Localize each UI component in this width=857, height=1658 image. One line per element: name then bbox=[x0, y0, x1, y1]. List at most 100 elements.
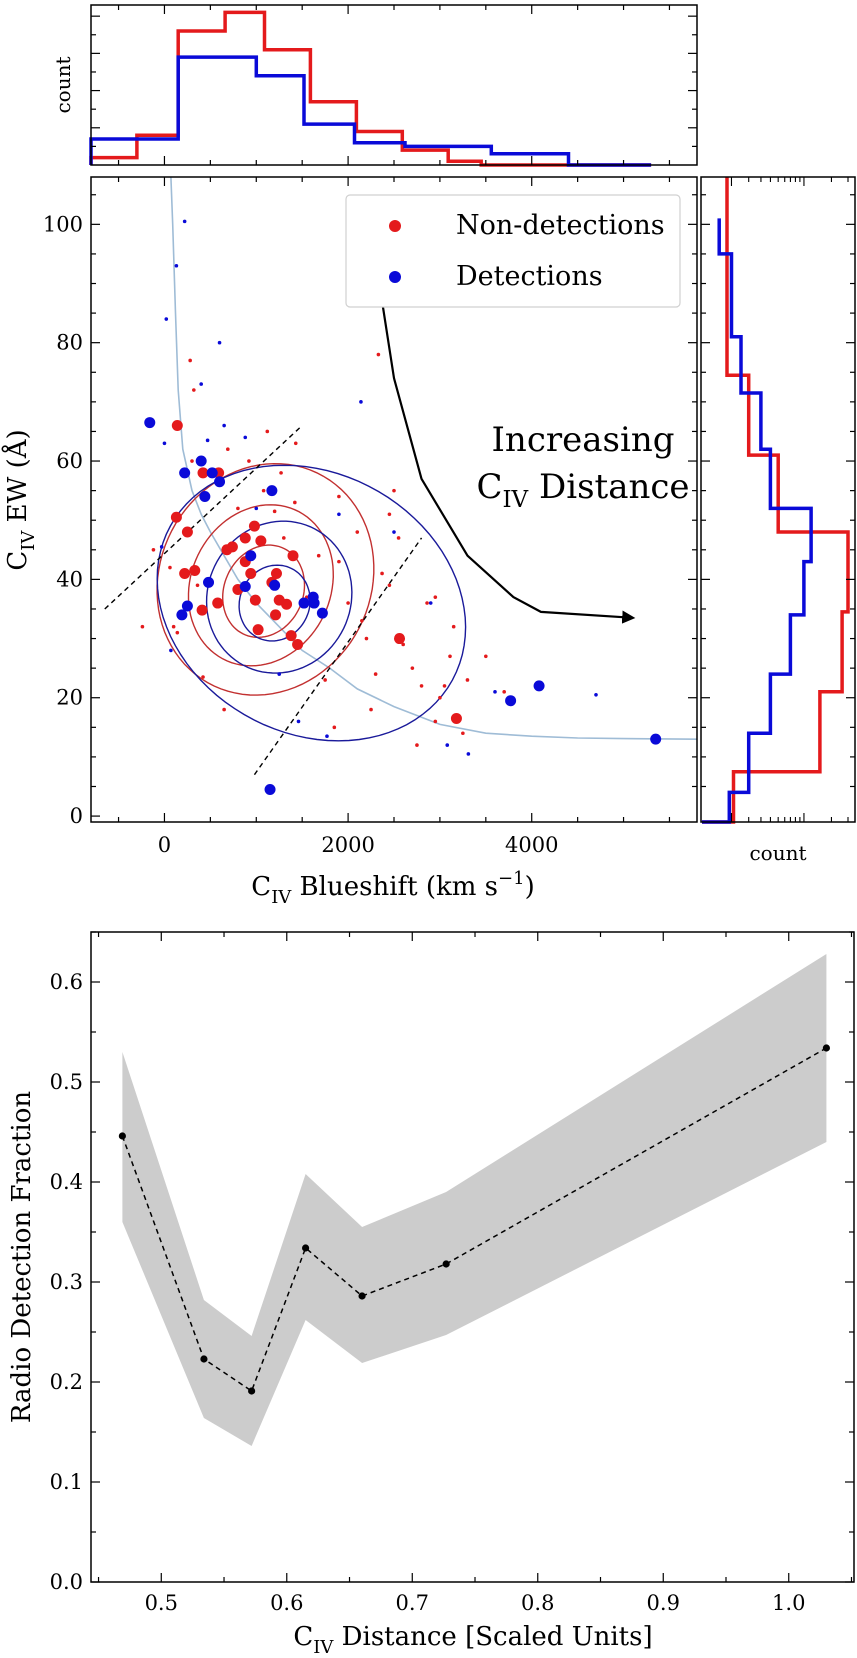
fraction-xtick-label: 0.7 bbox=[396, 1591, 429, 1615]
non-detection-point bbox=[181, 526, 193, 538]
non-detection-point-small bbox=[282, 536, 286, 540]
top-histogram-ylabel: count bbox=[51, 56, 75, 113]
contour-non-detections bbox=[156, 462, 375, 696]
scatter-ytick-label: 100 bbox=[43, 212, 83, 236]
fraction-panel: 0.5 0.6 0.7 0.8 0.9 1.00.00.10.20.30.40.50.6 … bbox=[7, 931, 855, 1658]
non-detection-point bbox=[197, 467, 209, 479]
contour-non-detections bbox=[221, 544, 306, 638]
non-detection-point-small bbox=[151, 547, 156, 552]
detection-point bbox=[203, 576, 215, 588]
non-detection-point-small bbox=[369, 707, 373, 712]
non-detection-point-small bbox=[190, 459, 194, 463]
right-histogram-non-detections bbox=[702, 177, 850, 824]
non-detection-point bbox=[189, 565, 201, 577]
top-histogram-non-detections bbox=[89, 10, 652, 167]
detection-point-small bbox=[217, 340, 222, 345]
fraction-point bbox=[200, 1355, 208, 1363]
detection-point bbox=[316, 607, 328, 619]
scatter-ytick-label: 40 bbox=[56, 567, 83, 591]
scatter-tick-labels: 0 2000 4000 0 20 40 60 80 100 bbox=[43, 212, 559, 857]
non-detection-point-small bbox=[433, 595, 438, 599]
non-detection-point bbox=[170, 511, 182, 523]
contour-detections bbox=[156, 464, 467, 742]
non-detection-point bbox=[273, 594, 285, 606]
legend-marker-detections bbox=[389, 271, 401, 283]
non-detection-point-small bbox=[188, 358, 192, 363]
non-detection-point-small bbox=[222, 707, 226, 712]
non-detection-point-small bbox=[364, 636, 369, 641]
non-detection-point bbox=[255, 535, 267, 547]
detection-points bbox=[144, 219, 662, 795]
non-detection-point bbox=[248, 520, 260, 532]
scatter-panel: 0 2000 4000 0 20 40 60 80 100 Non-detections Det… bbox=[1, 176, 698, 908]
non-detection-point-small bbox=[247, 459, 251, 463]
scatter-xtick-label: 2000 bbox=[321, 833, 374, 857]
scatter-ytick-label: 20 bbox=[56, 686, 83, 710]
annotation-line2: CIV Distance bbox=[476, 467, 689, 513]
fraction-ytick-label: 0.1 bbox=[50, 1470, 83, 1494]
detection-point-small bbox=[169, 648, 173, 653]
detection-point bbox=[179, 467, 191, 479]
fraction-ytick-label: 0.3 bbox=[50, 1270, 83, 1294]
legend-marker-non-detections bbox=[389, 220, 401, 232]
detection-point-small bbox=[277, 672, 282, 676]
non-detection-point-small bbox=[293, 500, 297, 505]
right-histogram-xlabel: count bbox=[749, 841, 806, 865]
fraction-point bbox=[358, 1292, 366, 1300]
non-detection-point bbox=[292, 638, 304, 650]
scatter-xtick-label: 0 bbox=[158, 833, 171, 857]
non-detection-point bbox=[252, 624, 264, 636]
fraction-ytick-label: 0.0 bbox=[50, 1570, 83, 1594]
detection-point-small bbox=[164, 317, 169, 321]
detection-point-small bbox=[159, 545, 164, 549]
non-detection-point-small bbox=[332, 725, 337, 730]
non-detection-point-small bbox=[261, 488, 266, 493]
non-detection-point bbox=[285, 630, 297, 642]
top-histogram-panel: count bbox=[51, 4, 698, 167]
non-detection-point-small bbox=[415, 743, 419, 747]
non-detection-point bbox=[179, 567, 191, 579]
scatter-ytick-label: 60 bbox=[56, 449, 83, 473]
legend-label-detections: Detections bbox=[456, 261, 603, 292]
detection-point bbox=[269, 579, 281, 591]
non-detection-point bbox=[270, 567, 282, 579]
fraction-ytick-label: 0.4 bbox=[50, 1170, 83, 1194]
detection-point-small bbox=[337, 512, 341, 517]
non-detection-point bbox=[249, 594, 261, 606]
fraction-ytick-label: 0.5 bbox=[50, 1070, 83, 1094]
non-detection-point-small bbox=[192, 388, 196, 392]
non-detection-point bbox=[245, 567, 257, 579]
fraction-uncertainty-band bbox=[122, 954, 827, 1446]
detection-point bbox=[245, 550, 257, 562]
non-detection-point-small bbox=[433, 719, 438, 724]
non-detection-point-small bbox=[323, 678, 327, 682]
non-detection-point-small bbox=[448, 654, 452, 659]
non-detection-point bbox=[450, 712, 462, 724]
detection-point-small bbox=[428, 601, 433, 605]
fraction-frame bbox=[90, 931, 855, 1583]
non-detection-point-small bbox=[438, 695, 442, 700]
fraction-ytick-label: 0.2 bbox=[50, 1370, 83, 1394]
non-detection-point-small bbox=[279, 471, 283, 475]
non-detection-point-small bbox=[380, 571, 384, 576]
contours bbox=[156, 462, 467, 742]
annotation-line1: Increasing bbox=[492, 420, 675, 460]
fraction-xtick-label: 1.0 bbox=[772, 1591, 805, 1615]
fraction-ytick-label: 0.6 bbox=[50, 970, 83, 994]
fraction-point bbox=[301, 1244, 310, 1252]
top-histogram-ticks bbox=[91, 5, 697, 165]
scatter-xtick-label: 4000 bbox=[505, 833, 558, 857]
non-detection-point-small bbox=[451, 624, 456, 629]
non-detection-point-small bbox=[360, 619, 364, 623]
divider-lines bbox=[104, 425, 423, 776]
detection-point-small bbox=[493, 690, 497, 694]
non-detection-point-small bbox=[337, 559, 341, 564]
detection-point-small bbox=[199, 382, 203, 386]
fraction-xtick-label: 0.9 bbox=[647, 1591, 680, 1615]
right-histogram-ticks bbox=[701, 177, 855, 822]
divider-line bbox=[253, 537, 423, 776]
non-detection-point-small bbox=[226, 447, 230, 452]
detection-point-small bbox=[182, 219, 187, 224]
contour-non-detections bbox=[187, 504, 335, 667]
detection-point bbox=[206, 467, 218, 479]
